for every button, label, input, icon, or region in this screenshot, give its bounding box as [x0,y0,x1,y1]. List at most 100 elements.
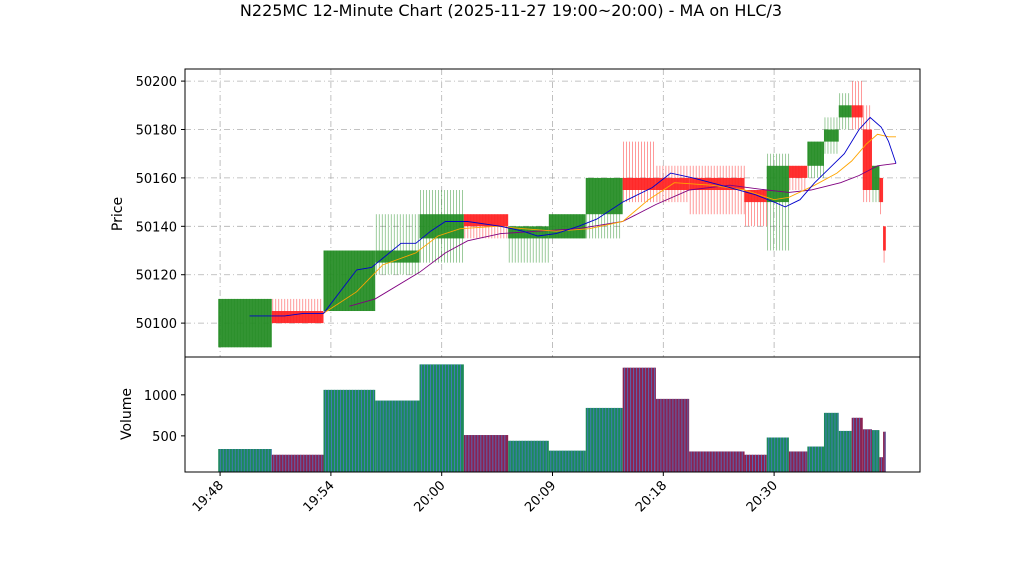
x-tick-label: 20:18 [633,478,670,515]
ohlc-bar [419,190,464,263]
volume-bar [463,435,509,472]
ohlc-bar [838,93,852,130]
volume-bar-body [585,407,623,472]
chart-title: N225MC 12-Minute Chart (2025-11-27 19:00… [240,1,782,20]
y-tick-label: 50160 [136,172,177,187]
volume-bar [871,430,880,472]
y-tick-label: 50200 [136,75,177,90]
volume-bar [807,446,824,472]
volume-bar [851,417,863,472]
volume-bar [883,431,886,472]
volume-bar [788,451,808,472]
bar-body [871,165,880,191]
ohlc-bar [375,214,420,275]
volume-bar [744,454,767,472]
ohlc-bar [879,177,884,215]
bar-body [271,311,324,324]
ohlc-bar [548,214,586,239]
volume-bar [271,454,324,472]
ohlc-bar [271,298,324,324]
volume-bar [419,364,464,472]
ohlc-bar [766,153,790,251]
volume-bar-body [788,451,808,472]
volume-bar [218,449,272,472]
bar-body [851,105,863,118]
volume-bar-body [838,430,852,472]
ohlc-bar [883,226,886,263]
y-tick-label: 500 [152,430,177,445]
ohlc-bar [218,298,272,348]
ohlc-bar [463,214,509,239]
bar-body [218,298,272,348]
bar-body [622,177,656,191]
y-tick-label: 50100 [136,317,177,332]
bar-body [862,129,872,191]
y-tick-label: 50120 [136,269,177,284]
ohlc-bar [788,165,808,191]
y-tick-label: 1000 [144,389,177,404]
ma-mid-line [323,133,896,314]
x-tick-label: 20:09 [522,478,559,515]
ohlc-bar [871,165,880,203]
volume-bar [689,451,745,472]
ohlc-bar [807,141,824,178]
volume-axis-label: Volume [119,388,135,440]
volume-bar-body [419,364,464,472]
bar-body [823,129,839,142]
volume-bar [622,367,656,472]
volume-bar-body [871,430,880,472]
price-y-axis: 50100 50120 50140 50160 50180 50200 [136,75,185,332]
ma-fast-line [249,116,897,317]
bar-body [766,165,789,203]
volume-bar [655,398,690,472]
volume-bar-body [463,435,509,472]
bar-body [838,105,852,118]
volume-bar [823,412,839,472]
volume-bar-body [548,450,586,472]
x-tick-label: 19:54 [301,478,338,515]
ohlc-bar [744,190,767,227]
bar-body [788,165,808,178]
ohlc-bar [689,165,745,215]
bar-body [883,226,886,251]
ohlc-bar [585,177,623,239]
volume-bar-body [883,431,886,472]
volume-bar [323,389,376,472]
bar-body [807,141,824,166]
volume-y-axis: 500 1000 [144,389,185,445]
x-tick-label: 20:30 [744,478,781,515]
y-tick-label: 50140 [136,220,177,235]
price-axis-label: Price [110,197,126,231]
x-tick-label: 20:00 [411,478,448,515]
volume-bar-body [218,449,272,472]
price-bars [218,81,886,348]
volume-bars [218,364,886,472]
volume-bar [838,430,852,472]
bar-body [585,177,623,215]
ma-lines [249,116,897,317]
ohlc-bar [851,81,863,130]
volume-bar [508,440,549,472]
bar-body [548,214,586,239]
volume-bar-body [375,400,420,472]
ma-slow-line [349,162,897,307]
bar-body [508,226,549,239]
volume-bar [585,407,623,472]
bar-body [879,177,884,203]
volume-bar [862,429,872,472]
bar-body [463,214,509,227]
ohlc-bar [823,117,839,154]
volume-bar [766,437,789,472]
x-tick-label: 19:48 [190,478,227,515]
volume-bar [375,400,420,472]
volume-bar [879,457,884,472]
y-tick-label: 50180 [136,124,177,139]
bar-body [375,250,420,263]
x-axis: 19:48 19:54 20:00 20:09 20:18 20:30 [190,472,781,515]
volume-bar-body [851,417,863,472]
price-grid [185,69,920,357]
ohlc-bar [622,141,656,203]
volume-bar [548,450,586,472]
